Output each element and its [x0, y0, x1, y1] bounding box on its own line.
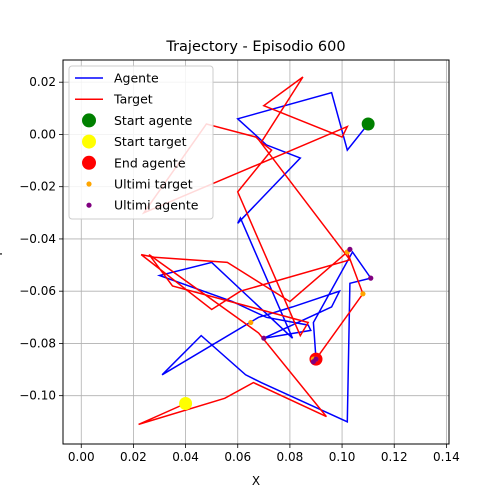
legend-label-ultimi-agente: Ultimi agente: [114, 198, 199, 213]
ultimi-agente-point: [347, 246, 353, 252]
legend-label-agente: Agente: [114, 71, 159, 86]
x-tick-label: 0.04: [172, 450, 199, 464]
legend-swatch-start-target: [82, 134, 96, 149]
ultimi-target-point: [248, 319, 254, 326]
start-agente-point: [361, 117, 375, 131]
x-tick-label: 0.10: [329, 450, 356, 464]
ultimi-agente-point: [368, 275, 374, 281]
legend-swatch-end-agente: [82, 155, 96, 170]
legend-label-start-target: Start target: [114, 134, 187, 149]
y-axis-label: Y: [0, 250, 5, 259]
y-tick-label: −0.02: [19, 180, 56, 194]
x-tick-label: 0.06: [224, 450, 251, 464]
x-tick-label: 0.00: [68, 450, 95, 464]
plot-area: [138, 76, 375, 426]
ultimi-agente-point: [261, 335, 267, 341]
start-target-point: [179, 397, 193, 411]
legend-box: [68, 65, 214, 220]
y-tick-label: −0.10: [19, 389, 56, 403]
chart-title: Trajectory - Episodio 600: [165, 39, 345, 55]
legend-swatch-ultimi-target: [86, 181, 92, 187]
legend-swatch-ultimi-agente: [86, 202, 92, 208]
series-target-line: [138, 76, 364, 426]
x-tick-label: 0.02: [120, 450, 147, 464]
ultimi-target-point: [360, 291, 366, 297]
legend-label-ultimi-target: Ultimi target: [114, 177, 193, 192]
y-tick-label: −0.06: [19, 284, 56, 298]
ultimi-agente-point: [310, 359, 316, 365]
x-tick-label: 0.14: [433, 450, 460, 464]
legend-label-end-agente: End agente: [114, 155, 186, 170]
x-axis-label: X: [252, 474, 260, 488]
axes-frame: [62, 59, 450, 445]
legend-label-target: Target: [113, 92, 153, 107]
x-tick-label: 0.08: [277, 450, 304, 464]
y-tick-label: −0.04: [19, 232, 56, 246]
x-tick-label: 0.12: [381, 450, 408, 464]
y-axis-ticks: 0.02 0.00 −0.02 −0.04 −0.06 −0.08 −0.10: [19, 75, 63, 403]
legend-swatch-start-agente: [82, 113, 96, 128]
y-tick-label: −0.08: [19, 336, 56, 350]
y-tick-label: 0.02: [29, 75, 56, 89]
legend: Agente Target Start agente Start target End …: [68, 65, 214, 220]
y-tick-label: 0.00: [29, 127, 56, 141]
x-axis-ticks: 0.00 0.02 0.04 0.06 0.08 0.10 0.12 0.14: [68, 444, 460, 464]
legend-label-start-agente: Start agente: [114, 113, 193, 128]
series-agente-line: [156, 91, 373, 423]
